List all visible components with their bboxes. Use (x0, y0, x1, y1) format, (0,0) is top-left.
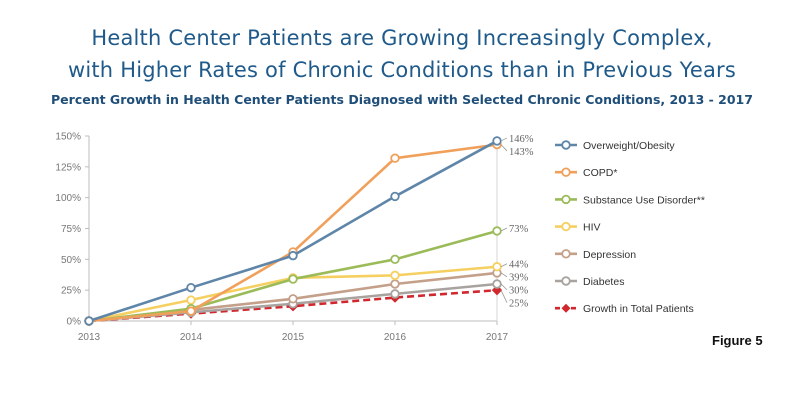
series-diabetes: 30% (84, 279, 529, 326)
data-point-marker (186, 295, 196, 305)
data-point-marker (492, 262, 502, 272)
data-point-marker (492, 279, 502, 289)
end-label-leader (500, 144, 508, 152)
legend-marker (561, 140, 571, 150)
end-label-leader (500, 227, 508, 232)
end-value-label: 25% (509, 299, 529, 310)
legend-item: Diabetes (555, 276, 624, 288)
end-label-leader (500, 263, 508, 268)
legend-marker (561, 221, 571, 232)
legend-label: Depression (583, 249, 636, 261)
legend-label: Substance Use Disorder** (583, 194, 705, 206)
end-label-leader (500, 289, 508, 303)
y-tick-label: 100% (55, 193, 81, 204)
end-value-label: 39% (509, 273, 529, 284)
legend-label: Growth in Total Patients (583, 303, 694, 315)
legend-label: Diabetes (583, 276, 624, 288)
x-tick-label: 2015 (282, 332, 305, 343)
legend-label: COPD* (583, 167, 617, 179)
y-tick-label: 125% (55, 162, 81, 173)
data-point-marker (390, 289, 400, 299)
legend-item: Overweight/Obesity (555, 140, 675, 152)
legend-label: HIV (583, 222, 601, 234)
data-point-marker (492, 136, 502, 146)
end-value-label: 44% (509, 260, 529, 271)
end-value-label: 146% (509, 134, 534, 145)
x-tick-label: 2017 (486, 332, 509, 343)
y-tick-label: 0% (67, 317, 82, 328)
series-overweight-obesity: 146% (84, 134, 534, 326)
data-point-marker (492, 226, 502, 236)
chart-subtitle: Percent Growth in Health Center Patients… (51, 92, 753, 107)
y-tick-label: 75% (61, 224, 81, 235)
end-label-leader (500, 137, 508, 142)
x-tick-label: 2016 (384, 332, 407, 343)
chart-title-line-2: with Higher Rates of Chronic Conditions … (67, 58, 737, 82)
y-tick-label: 25% (61, 286, 81, 297)
data-point-marker (288, 294, 298, 304)
x-tick-label: 2013 (78, 332, 101, 343)
legend-item: Depression (555, 249, 636, 261)
data-point-marker (186, 283, 196, 293)
legend-item: COPD* (555, 167, 617, 179)
data-point-marker (84, 316, 94, 326)
legend-marker (561, 276, 571, 286)
end-value-label: 30% (509, 286, 529, 297)
data-point-marker (186, 306, 196, 316)
data-point-marker (390, 279, 400, 289)
legend-label: Overweight/Obesity (583, 140, 675, 152)
y-tick-label: 150% (55, 132, 81, 143)
data-point-marker (288, 274, 298, 284)
legend-item: Substance Use Disorder** (555, 194, 705, 206)
legend-item: Growth in Total Patients (555, 303, 694, 315)
legend-marker (561, 249, 571, 259)
data-point-marker (390, 153, 400, 163)
y-tick-label: 50% (61, 255, 81, 266)
legend-marker (561, 167, 571, 177)
data-point-marker (390, 254, 400, 265)
end-value-label: 73% (509, 224, 529, 235)
x-tick-label: 2014 (180, 332, 203, 343)
chart-title-line-1: Health Center Patients are Growing Incre… (91, 26, 713, 50)
legend-item: HIV (555, 222, 601, 234)
legend-marker (561, 303, 571, 313)
legend-marker (561, 194, 571, 205)
data-point-marker (288, 250, 298, 261)
data-point-marker (390, 270, 400, 281)
end-value-label: 143% (509, 147, 534, 158)
series-growth-in-total-patients: 25% (83, 284, 529, 327)
data-point-marker (390, 191, 400, 202)
figure-label: Figure 5 (712, 333, 763, 348)
end-label-leader (500, 272, 508, 278)
end-label-leader (500, 283, 508, 291)
